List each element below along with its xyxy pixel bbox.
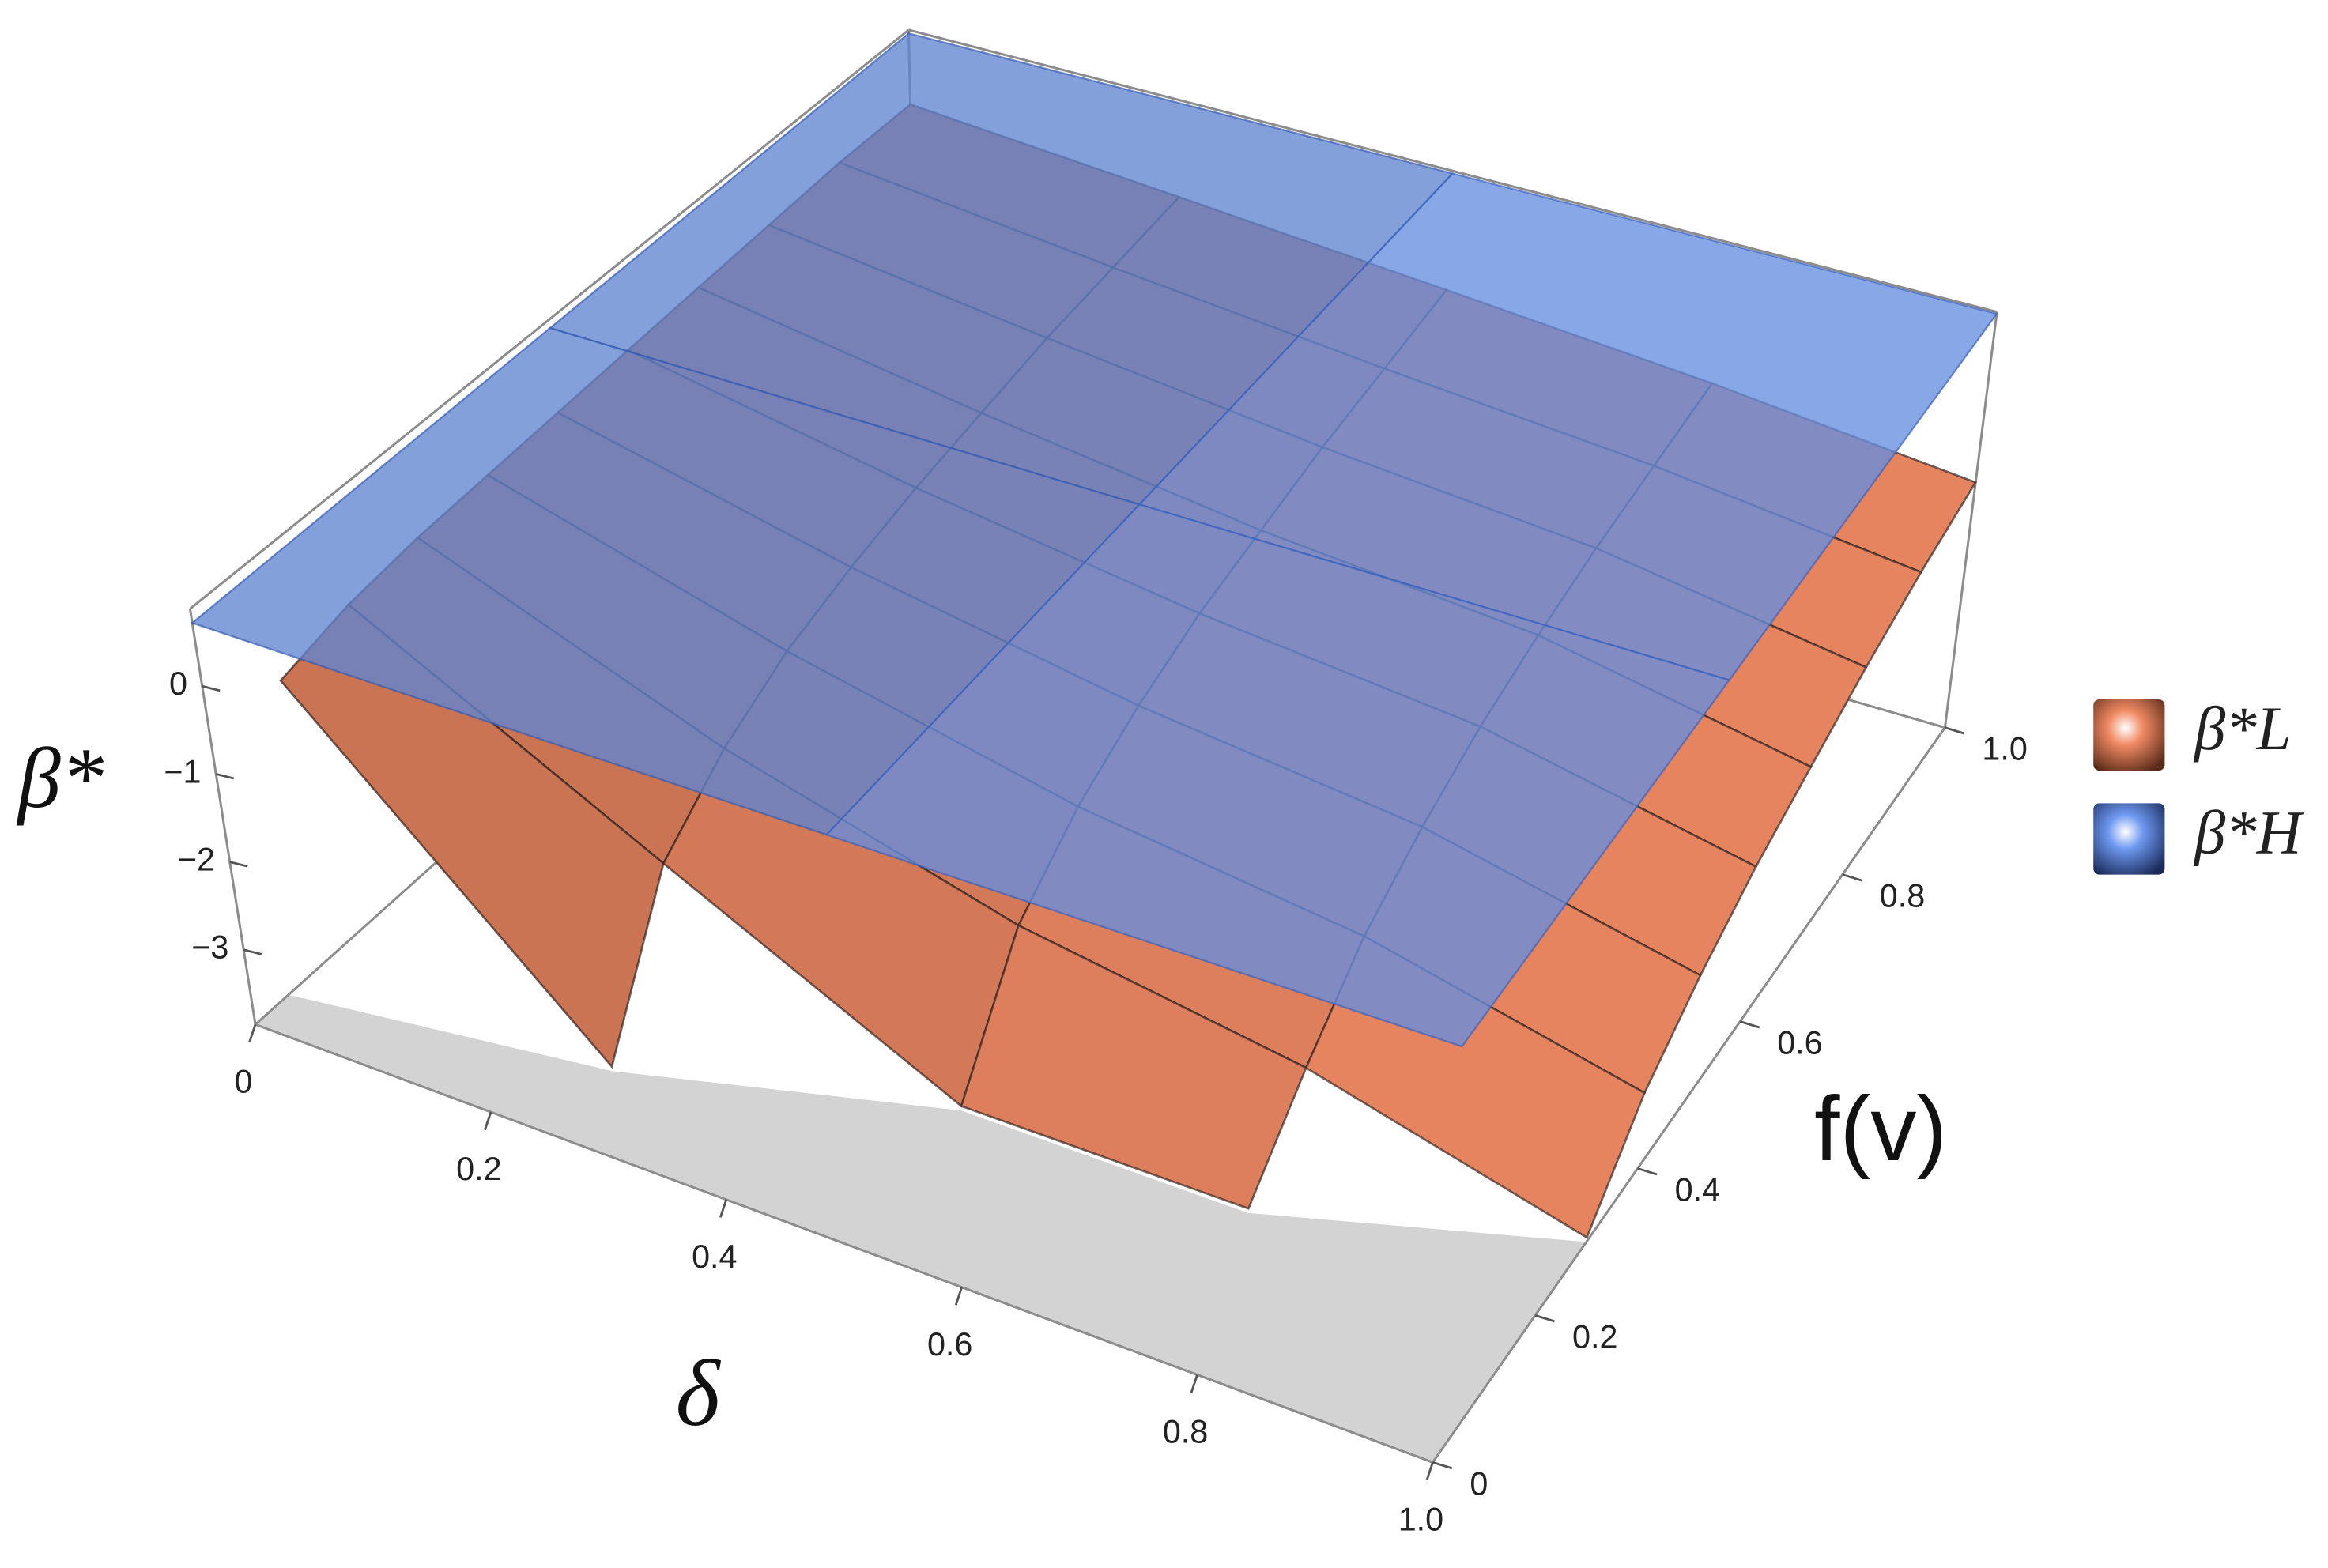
z-tick (243, 948, 262, 956)
box-edge (189, 28, 910, 610)
y-tick-label: 0.2 (1572, 1318, 1617, 1355)
x-tick (954, 1287, 964, 1306)
y-tick (1637, 1167, 1658, 1176)
x-tick (248, 1023, 257, 1043)
x-tick (1425, 1461, 1434, 1481)
z-tick (215, 773, 235, 780)
z-tick (229, 861, 248, 868)
floor-face (255, 994, 1587, 1463)
legend-swatch (2093, 699, 2165, 771)
z-tick-label: 0 (169, 665, 187, 702)
box-edge (1432, 726, 1946, 1464)
legend-label: β*L (2193, 695, 2292, 763)
y-axis-title: f(v) (1814, 1077, 1947, 1180)
floor (255, 994, 1587, 1463)
surfaces (190, 32, 1998, 1239)
legend-swatch (2093, 803, 2165, 875)
x-tick (484, 1111, 492, 1131)
y-tick-label: 0.4 (1675, 1171, 1720, 1208)
box-edge (908, 28, 1998, 314)
surface-patch (960, 924, 1307, 1210)
ticks: 0 0.2 0.4 0.6 0.8 1.0 0 0.2 0.4 0.6 0.8 1.0 0 −1 −2 −3 (164, 665, 2027, 1537)
z-tick (202, 684, 221, 692)
x-tick-label: 0.2 (456, 1151, 501, 1187)
z-tick-label: −3 (191, 929, 228, 966)
y-tick-label: 1.0 (1982, 731, 2027, 767)
box-edge (188, 609, 257, 1025)
x-tick-label: 0 (235, 1063, 253, 1099)
box-edge (1943, 311, 1998, 728)
y-tick (1534, 1314, 1555, 1323)
y-tick-label: 0.6 (1777, 1024, 1822, 1061)
legend: β*L β*H (2093, 695, 2305, 875)
z-axis-title: β* (17, 730, 104, 826)
x-axis-title: δ (676, 1341, 722, 1446)
y-tick-label: 0.8 (1880, 878, 1925, 914)
x-tick-label: 0.6 (927, 1326, 972, 1363)
z-tick-label: −1 (164, 753, 201, 790)
surface-patch (824, 503, 1731, 1048)
y-tick-label: 0 (1470, 1465, 1488, 1502)
x-tick-label: 1.0 (1398, 1501, 1443, 1537)
legend-label: β*H (2193, 799, 2305, 868)
y-tick (1945, 726, 1965, 735)
x-tick (1190, 1374, 1198, 1393)
y-tick (1842, 873, 1862, 882)
x-tick-label: 0.4 (692, 1238, 737, 1275)
y-tick (1432, 1461, 1453, 1470)
x-tick-label: 0.8 (1163, 1414, 1208, 1450)
x-tick (719, 1199, 728, 1218)
y-tick (1739, 1020, 1760, 1029)
box-edge (255, 1023, 1433, 1464)
z-tick-label: −2 (178, 842, 215, 878)
